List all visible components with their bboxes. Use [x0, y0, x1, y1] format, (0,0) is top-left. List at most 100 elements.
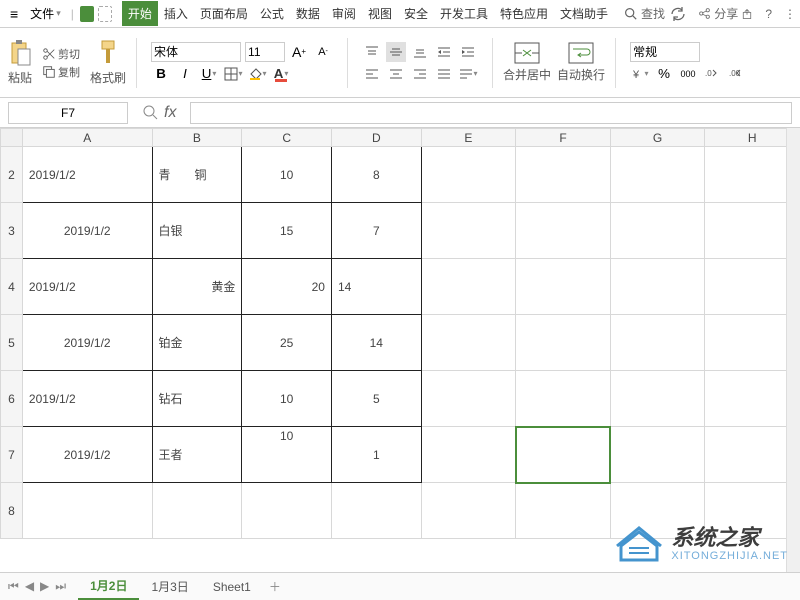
sheet-tab[interactable]: 1月3日 — [139, 574, 200, 599]
tab-page-layout[interactable]: 页面布局 — [194, 1, 254, 26]
col-header-c[interactable]: C — [242, 129, 332, 147]
row-header[interactable]: 4 — [1, 259, 23, 315]
cell[interactable] — [516, 483, 611, 539]
sheet-tab[interactable]: Sheet1 — [201, 576, 263, 598]
cell[interactable]: 8 — [331, 147, 421, 203]
decrease-font-button[interactable]: A- — [313, 42, 333, 62]
row-header[interactable]: 3 — [1, 203, 23, 259]
tab-security[interactable]: 安全 — [398, 1, 434, 26]
cell[interactable]: 25 — [242, 315, 332, 371]
merge-cells-button[interactable]: 合并居中 — [503, 42, 551, 83]
sync-icon[interactable] — [670, 6, 686, 22]
row-header[interactable]: 5 — [1, 315, 23, 371]
row-header[interactable]: 7 — [1, 427, 23, 483]
distributed-button[interactable] — [458, 64, 478, 84]
cell[interactable]: 5 — [331, 371, 421, 427]
font-size-select[interactable] — [245, 42, 285, 62]
italic-button[interactable]: I — [175, 64, 195, 84]
fill-color-button[interactable] — [247, 64, 267, 84]
cell[interactable]: 2019/1/2 — [22, 315, 152, 371]
align-top-button[interactable] — [362, 42, 382, 62]
cell[interactable]: 青 铜 — [152, 147, 242, 203]
cell[interactable] — [610, 427, 705, 483]
cell[interactable] — [516, 147, 611, 203]
hamburger-icon[interactable]: ≡ — [4, 6, 24, 22]
cell-selected[interactable] — [516, 427, 611, 483]
cell[interactable] — [421, 203, 516, 259]
align-center-button[interactable] — [386, 64, 406, 84]
sheet-tab[interactable]: 1月2日 — [78, 573, 139, 600]
cut-button[interactable]: 剪切 — [42, 46, 80, 62]
borders-button[interactable] — [223, 64, 243, 84]
col-header-d[interactable]: D — [331, 129, 421, 147]
sheet-nav-first-icon[interactable]: ⏮ — [8, 579, 19, 594]
cell[interactable] — [152, 483, 242, 539]
align-middle-button[interactable] — [386, 42, 406, 62]
cell[interactable]: 14 — [331, 259, 421, 315]
tab-insert[interactable]: 插入 — [158, 1, 194, 26]
cell[interactable] — [421, 147, 516, 203]
tab-home[interactable]: 开始 — [122, 1, 158, 26]
decrease-indent-button[interactable] — [434, 42, 454, 62]
row-header[interactable]: 8 — [1, 483, 23, 539]
row-header[interactable]: 6 — [1, 371, 23, 427]
new-doc-icon[interactable] — [98, 6, 112, 22]
tab-devtools[interactable]: 开发工具 — [434, 1, 494, 26]
decrease-decimal-button[interactable]: .00 — [726, 64, 746, 84]
formula-input[interactable] — [190, 102, 792, 124]
cell[interactable] — [516, 259, 611, 315]
cell[interactable]: 2019/1/2 — [22, 203, 152, 259]
file-menu[interactable]: 文件 — [24, 5, 67, 22]
cell[interactable]: 2019/1/2 — [22, 371, 152, 427]
cell[interactable]: 铂金 — [152, 315, 242, 371]
tab-view[interactable]: 视图 — [362, 1, 398, 26]
cell[interactable]: 20 — [242, 259, 332, 315]
cell[interactable] — [610, 147, 705, 203]
col-header-e[interactable]: E — [421, 129, 516, 147]
cell[interactable] — [22, 483, 152, 539]
fx-icon[interactable]: fx — [164, 104, 176, 122]
cell[interactable]: 10 — [242, 147, 332, 203]
cell[interactable] — [242, 483, 332, 539]
bold-button[interactable]: B — [151, 64, 171, 84]
col-header-b[interactable]: B — [152, 129, 242, 147]
cell[interactable] — [610, 371, 705, 427]
cell[interactable]: 14 — [331, 315, 421, 371]
help-icon[interactable]: ? — [765, 7, 772, 21]
cell[interactable] — [610, 315, 705, 371]
cell[interactable]: 2019/1/2 — [22, 147, 152, 203]
cell[interactable] — [331, 483, 421, 539]
increase-indent-button[interactable] — [458, 42, 478, 62]
increase-font-button[interactable]: A+ — [289, 42, 309, 62]
cell[interactable]: 2019/1/2 — [22, 259, 152, 315]
cell[interactable] — [610, 259, 705, 315]
increase-decimal-button[interactable]: .0 — [702, 64, 722, 84]
cell[interactable] — [421, 483, 516, 539]
cell[interactable] — [516, 203, 611, 259]
align-right-button[interactable] — [410, 64, 430, 84]
paste-button[interactable]: 粘贴 — [8, 39, 32, 86]
cell[interactable]: 10 — [242, 427, 332, 483]
sheet-nav-prev-icon[interactable]: ◀ — [25, 579, 34, 594]
cell[interactable] — [516, 371, 611, 427]
cell[interactable] — [421, 427, 516, 483]
copy-button[interactable]: 复制 — [42, 64, 80, 80]
cell[interactable]: 钻石 — [152, 371, 242, 427]
cell[interactable] — [421, 315, 516, 371]
cell[interactable] — [516, 315, 611, 371]
align-bottom-button[interactable] — [410, 42, 430, 62]
tab-special[interactable]: 特色应用 — [494, 1, 554, 26]
cell[interactable] — [421, 259, 516, 315]
tab-doc-helper[interactable]: 文档助手 — [554, 1, 614, 26]
align-left-button[interactable] — [362, 64, 382, 84]
cell[interactable]: 王者 — [152, 427, 242, 483]
comma-button[interactable]: 000 — [678, 64, 698, 84]
font-name-select[interactable] — [151, 42, 241, 62]
wrap-text-button[interactable]: 自动换行 — [557, 42, 605, 83]
tab-review[interactable]: 审阅 — [326, 1, 362, 26]
currency-button[interactable]: ¥ — [630, 64, 650, 84]
cell[interactable] — [421, 371, 516, 427]
underline-button[interactable]: U — [199, 64, 219, 84]
search-button[interactable]: 查找 — [624, 5, 665, 22]
sheet-nav-last-icon[interactable]: ⏭ — [55, 579, 66, 594]
